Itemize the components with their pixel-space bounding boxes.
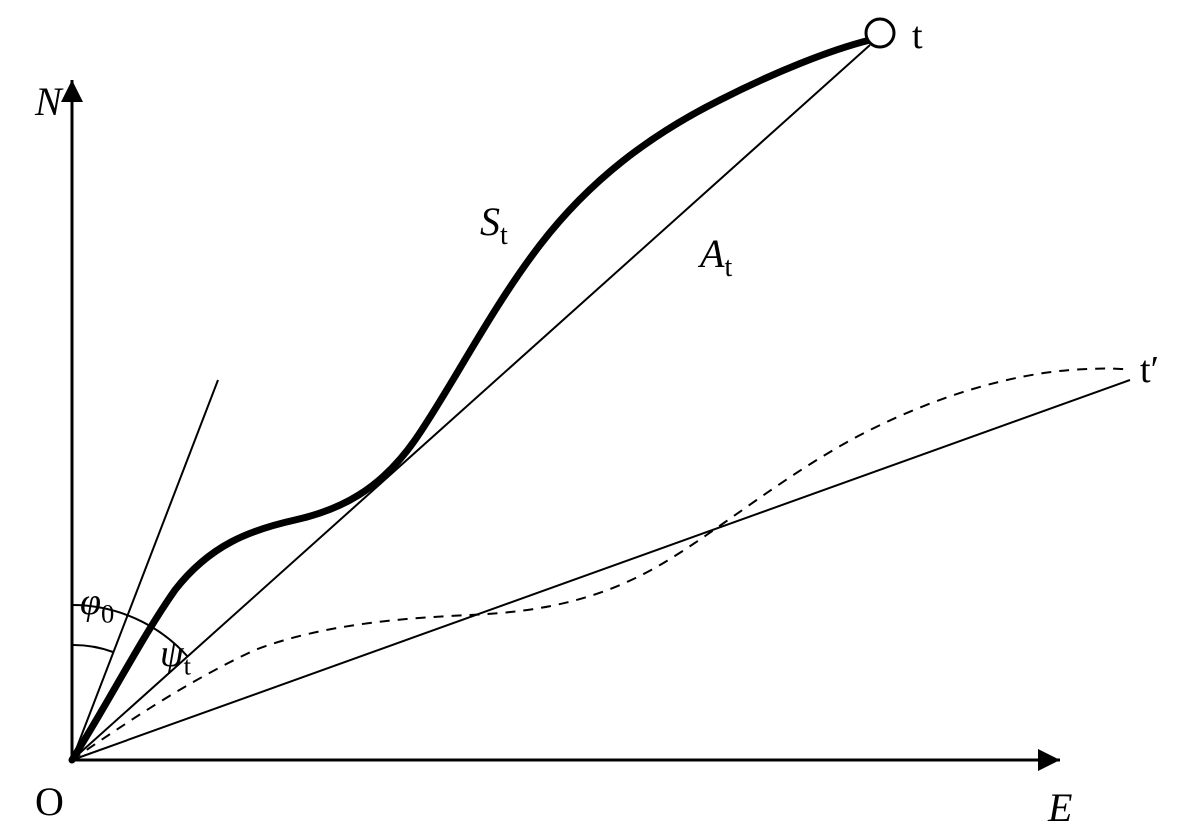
angle-arc-phi0 [72, 645, 113, 652]
chord-line-At [72, 45, 870, 760]
label-angle-phi0: φ0 [80, 580, 114, 630]
axis-east-arrow [1038, 749, 1060, 771]
label-line-At: At [700, 230, 732, 284]
label-origin: O [35, 778, 64, 825]
label-north-axis: N [35, 78, 62, 125]
label-east-axis: E [1048, 784, 1072, 831]
chord-line-tprime [72, 380, 1130, 760]
point-t-marker [866, 19, 894, 47]
label-point-t: t [912, 14, 923, 58]
label-curve-St: St [480, 198, 508, 252]
label-point-t-prime: t′ [1140, 348, 1159, 392]
axis-north-arrow [61, 80, 83, 102]
diagram-canvas [0, 0, 1191, 834]
curve-dashed-tprime [72, 369, 1128, 761]
label-angle-psit: ψt [160, 632, 191, 682]
